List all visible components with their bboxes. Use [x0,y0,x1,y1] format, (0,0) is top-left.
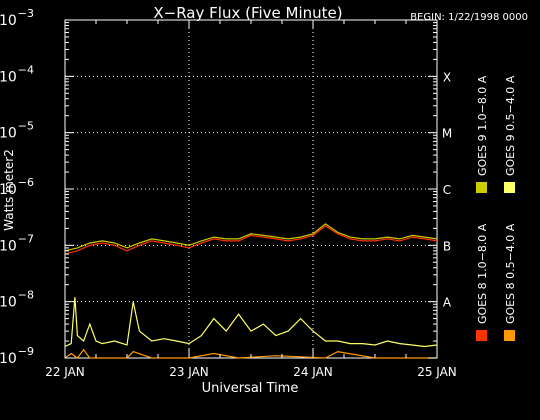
y-tick-label: 10−5 [0,120,34,142]
legend-label: GOES 8 1.0−8.0 A [476,223,489,324]
x-tick-label: 22 JAN [45,365,85,379]
flare-class-label: A [443,296,452,310]
series-line [64,297,438,348]
y-tick-exponent: −4 [18,63,34,76]
y-tick-exponent: −5 [18,120,34,133]
flare-class-label: C [443,183,451,197]
flare-class-label: B [443,239,451,253]
legend-label: GOES 8 0.5−4.0 A [504,223,517,324]
x-tick-label: 24 JAN [293,365,333,379]
legend-swatch [504,182,515,193]
y-tick-label: 10−8 [0,289,34,311]
series-line [64,225,438,255]
y-tick-label: 10−4 [0,63,34,85]
legend-swatch [476,182,487,193]
y-tick-label: 10−3 [0,7,34,29]
begin-date-label: BEGIN: 1/22/1998 0000 [410,12,528,23]
legend-label: GOES 9 0.5−4.0 A [504,75,517,176]
x-axis-label: Universal Time [202,381,299,396]
y-tick-exponent: −7 [18,232,34,245]
legend-swatch [504,330,515,341]
series-line [64,223,438,252]
flare-class-label: M [442,127,452,141]
flare-class-label: X [443,70,451,84]
x-tick-label: 23 JAN [169,365,209,379]
y-axis-label: Watts meter2 [2,149,16,231]
y-tick-exponent: −3 [18,7,34,20]
y-tick-exponent: −8 [18,289,34,302]
legend-swatch [476,330,487,341]
x-tick-label: 25 JAN [417,365,457,379]
chart-title: X−Ray Flux (Five Minute) [153,4,342,22]
y-tick-label: 10−7 [0,232,34,254]
y-tick-label: 10−9 [0,345,34,367]
legend-label: GOES 9 1.0−8.0 A [476,75,489,176]
y-tick-exponent: −9 [18,345,34,358]
y-tick-exponent: −6 [18,176,34,189]
